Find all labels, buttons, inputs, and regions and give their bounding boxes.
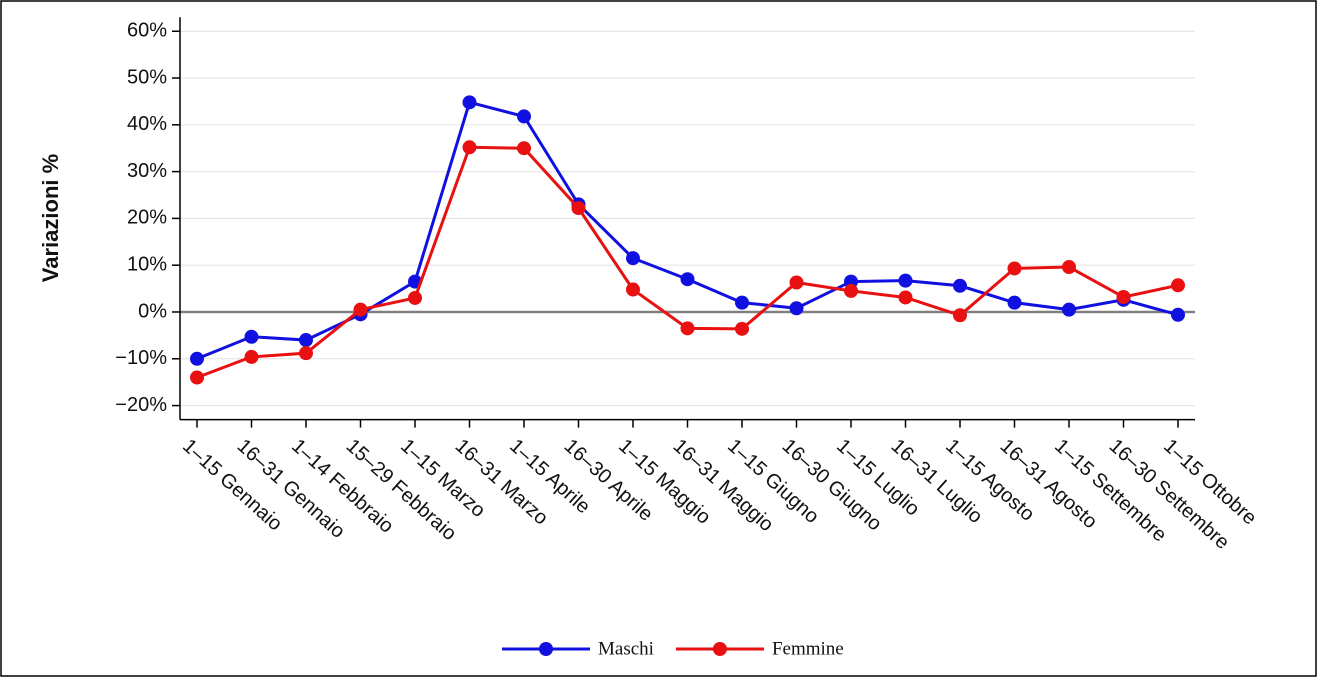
data-point (353, 302, 368, 317)
y-tick-label: 50% (127, 66, 167, 88)
data-point (953, 278, 967, 293)
data-point (680, 272, 695, 287)
legend-label: Femmine (772, 638, 844, 659)
data-point (571, 201, 586, 216)
data-point (299, 333, 313, 348)
y-tick-label: 60% (127, 20, 167, 42)
data-point (953, 308, 967, 323)
data-point (408, 290, 422, 305)
legend-label: Maschi (598, 638, 654, 659)
data-point (789, 275, 804, 290)
data-point (190, 351, 204, 366)
data-point (844, 283, 858, 298)
y-axis-label: Variazioni % (38, 154, 63, 282)
data-point (735, 295, 749, 310)
data-point (1007, 261, 1022, 276)
data-point (898, 273, 913, 288)
data-point (462, 140, 477, 155)
y-tick-label: 40% (127, 113, 167, 135)
data-point (1062, 302, 1076, 317)
data-point (626, 251, 640, 266)
data-point (517, 109, 531, 124)
data-point (626, 282, 640, 297)
data-point (1116, 290, 1131, 305)
data-point (898, 290, 913, 305)
data-point (789, 301, 804, 316)
data-point (680, 321, 695, 336)
y-tick-label: 20% (127, 207, 167, 229)
y-tick-label: −10% (115, 347, 167, 369)
data-point (1062, 260, 1076, 275)
data-point (517, 141, 531, 156)
y-tick-label: 0% (138, 300, 167, 322)
legend: Maschi Femmine (502, 638, 844, 659)
data-point (462, 95, 477, 110)
legend-marker (539, 642, 553, 656)
data-point (244, 329, 259, 344)
legend-marker (712, 642, 727, 656)
y-tick-label: −20% (115, 394, 167, 416)
y-tick-label: 30% (127, 160, 167, 182)
data-point (1171, 307, 1185, 322)
data-point (190, 370, 204, 385)
data-point (244, 349, 259, 364)
data-point (1171, 278, 1185, 293)
data-point (299, 346, 313, 361)
data-point (735, 321, 749, 336)
y-tick-label: 10% (127, 253, 167, 275)
data-point (1007, 295, 1022, 310)
